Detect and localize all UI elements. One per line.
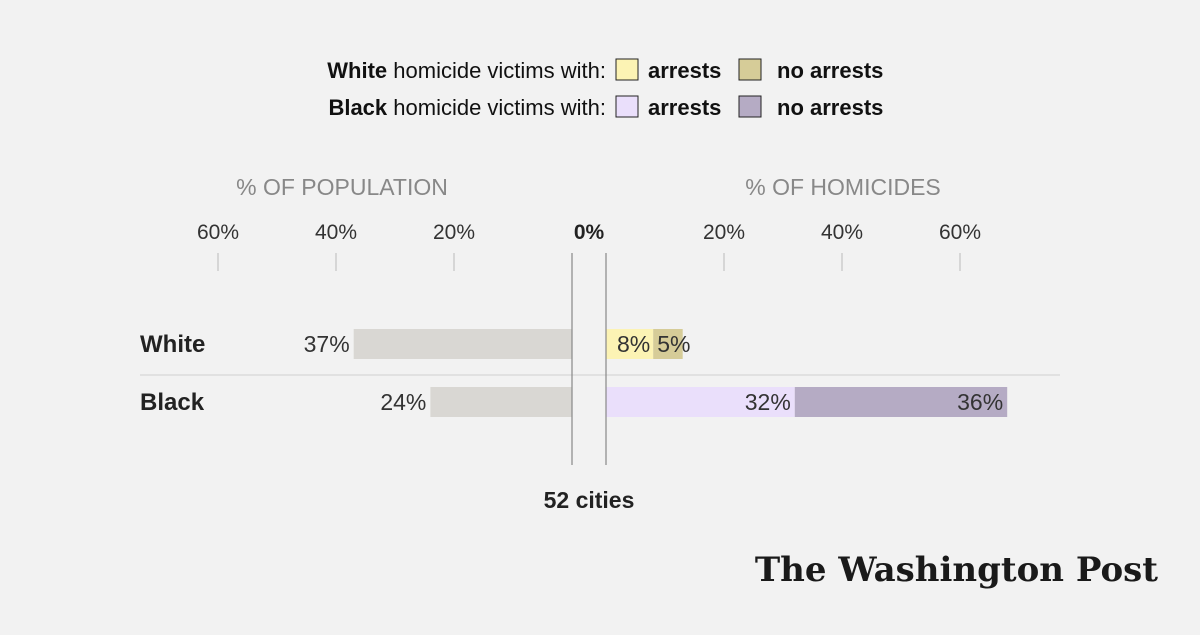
homicide-bar-black-no-arrests [794,387,1008,417]
legend-label-black-no-arrests: no arrests [777,95,883,120]
legend-row-bold-label: White [327,58,387,83]
legend-swatch-white-no-arrests [738,58,762,81]
row-label-black: Black [140,389,205,416]
legend-row-bold-label: Black [328,95,387,120]
legend-swatch-white-arrests [615,58,639,81]
right-axis-header: % OF HOMICIDES [745,174,941,200]
population-bar-black [430,387,572,417]
right-tick-label-60: 60% [939,221,981,244]
left-tick-label-20: 20% [433,221,475,244]
legend-label-black-arrests: arrests [648,95,721,120]
homicide-label-black-no-arrests: 36% [957,389,1003,415]
legend-row-rest-label: homicide victims with: [387,95,606,120]
homicide-bar-white-no-arrests [653,329,683,359]
population-label-black: 24% [380,389,426,415]
population-label-white: 37% [304,331,350,357]
washington-post-logo: The Washington Post [754,550,1158,590]
homicide-label-white-arrests: 8% [617,331,650,357]
homicide-label-white-no-arrests: 5% [657,331,690,357]
legend-row-black-text: Black homicide victims with: [328,95,606,120]
right-tick-label-40: 40% [821,221,863,244]
legend-row-rest-label: homicide victims with: [387,58,606,83]
left-axis-header: % OF POPULATION [236,174,448,200]
population-bar-white [353,329,572,359]
right-tick-label-20: 20% [703,221,745,244]
legend-label-white-arrests: arrests [648,58,721,83]
homicide-bar-white-arrests [606,329,654,359]
legend-row-white-text: White homicide victims with: [327,58,606,83]
footer-label: 52 cities [544,487,635,513]
left-tick-label-40: 40% [315,221,357,244]
row-label-white: White [140,331,205,358]
left-tick-label-60: 60% [197,221,239,244]
zero-tick-label: 0% [574,221,605,244]
legend-label-white-no-arrests: no arrests [777,58,883,83]
legend-swatch-black-no-arrests [738,95,762,118]
homicide-bar-black-arrests [606,387,795,417]
legend-swatch-black-arrests [615,95,639,118]
homicide-label-black-arrests: 32% [745,389,791,415]
